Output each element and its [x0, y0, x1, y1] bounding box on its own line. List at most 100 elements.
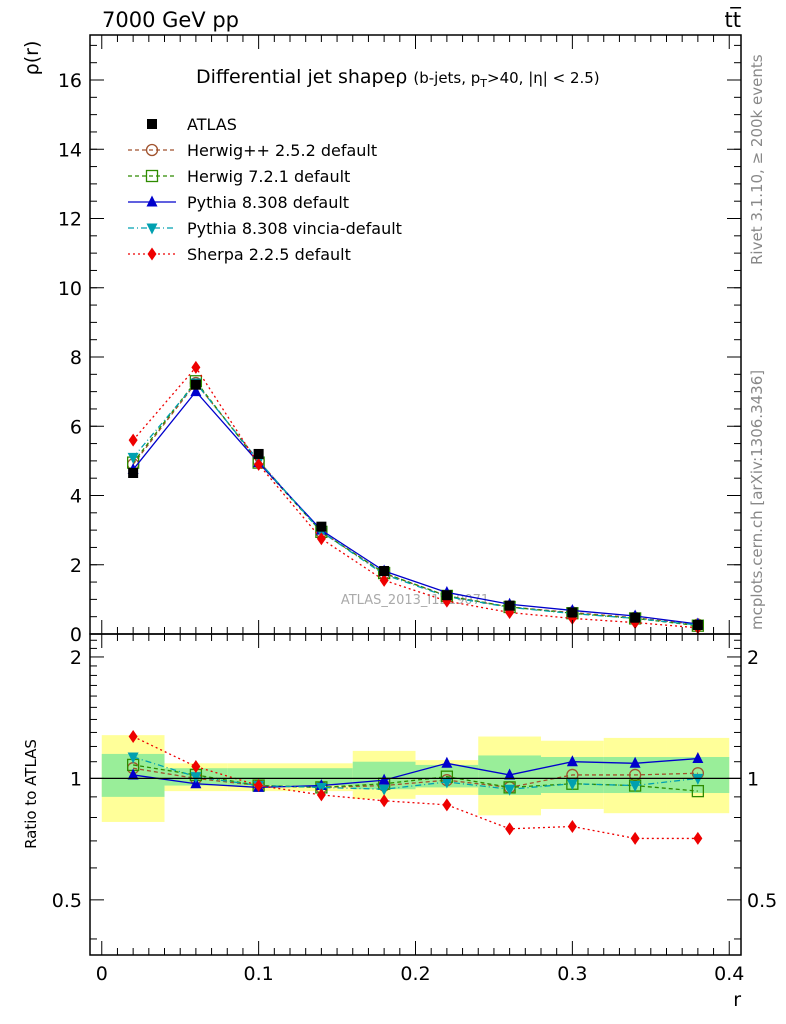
data-point-atlas: [630, 612, 641, 623]
y-tick-label: 8: [70, 347, 82, 369]
series-point-sherpa-2-2-5-default: [379, 573, 389, 587]
ratio-point-pythia-8-308-default: [504, 768, 516, 780]
series-line-herwig-7-2-1-default: [132, 380, 698, 627]
ratio-point-pythia-8-308-vincia-default: [629, 781, 641, 793]
y-tick-label-right: 0.5: [747, 890, 777, 912]
ratio-point-herwig-7-2-1-default: [691, 784, 705, 798]
data-point-atlas: [190, 379, 201, 390]
ratio-line-pythia-8-308-default: [133, 757, 698, 789]
legend: ATLAS Herwig++ 2.5.2 default Herwig 7.2.1 …: [128, 115, 402, 264]
ratio-series-layer: [90, 730, 741, 845]
chart-title-sub: T: [479, 77, 487, 90]
ratio-point-sherpa-2-2-5-default: [191, 760, 201, 774]
series-point-sherpa-2-2-5-default: [254, 457, 264, 471]
main-data-layer: [128, 379, 703, 630]
ratio-line-herwig-2-5-2-default: [133, 767, 698, 789]
ratio-point-sherpa-2-2-5-default: [567, 819, 577, 833]
ratio-point-pythia-8-308-vincia-default: [378, 784, 390, 796]
legend-label: Herwig++ 2.5.2 default: [187, 141, 377, 160]
data-point-atlas: [692, 619, 703, 630]
ratio-point-pythia-8-308-vincia-default: [692, 773, 704, 785]
data-point-atlas: [316, 521, 327, 532]
rivet-label: Rivet 3.1.10, ≥ 200k events: [748, 54, 766, 265]
ratio-point-sherpa-2-2-5-default: [442, 798, 452, 812]
series-line-herwig-2-5-2-default: [132, 381, 698, 626]
ratio-point-pythia-8-308-vincia-default: [127, 752, 139, 764]
legend-marker: [146, 195, 158, 207]
y-tick-label: 16: [58, 70, 82, 92]
ratio-point-pythia-8-308-vincia-default: [190, 772, 202, 784]
data-point-atlas: [253, 448, 264, 459]
ratio-point-pythia-8-308-default: [441, 756, 453, 768]
data-point-atlas: [504, 600, 515, 611]
ratio-panel: 0 0.1 0.2 0.3 0.4 0.5 0.5 1 1 2 2 Ratio to ATLAS: [22, 633, 777, 985]
x-tick-label: 0.1: [244, 963, 274, 985]
ratio-point-pythia-8-308-vincia-default: [315, 782, 327, 794]
data-point-atlas: [441, 590, 452, 601]
ratio-point-sherpa-2-2-5-default: [693, 831, 703, 845]
ratio-point-sherpa-2-2-5-default: [630, 831, 640, 845]
chart-title: Differential jet shapeρ (b-jets, pT>40, |…: [196, 66, 600, 90]
y-tick-label: 2: [70, 555, 82, 577]
series-line-pythia-8-308-vincia-default: [132, 381, 698, 626]
main-y-axis-label: ρ(r): [21, 41, 43, 76]
x-tick-label: 0: [96, 963, 108, 985]
ratio-point-pythia-8-308-default: [692, 752, 704, 764]
green-band-bin: [290, 768, 353, 786]
series-point-sherpa-2-2-5-default: [316, 532, 326, 546]
y-tick-label: 1: [70, 768, 82, 790]
ratio-point-sherpa-2-2-5-default: [128, 730, 138, 744]
header-energy: 7000 GeV pp: [102, 8, 239, 32]
y-tick-label: 4: [70, 486, 82, 508]
y-tick-label: 14: [58, 139, 82, 161]
chart-title-suffix: (b-jets, p: [413, 69, 480, 87]
y-tick-label-right: 2: [747, 647, 759, 669]
legend-label: Herwig 7.2.1 default: [187, 167, 350, 186]
main-axes: 0 2 4 6 8 10 12 14 16: [58, 34, 742, 646]
y-tick-label: 0: [70, 624, 82, 646]
chart-title-tail: >40, |η| < 2.5): [487, 69, 600, 87]
y-tick-label: 0.5: [52, 890, 82, 912]
chart-title-main: Differential jet shapeρ: [196, 66, 407, 88]
ratio-point-pythia-8-308-vincia-default: [566, 779, 578, 791]
main-panel: ATLAS_2013_I1219071 0 2 4 6 8 10 12 14 16 ρ(r): [21, 34, 742, 646]
legend-marker: [145, 169, 159, 183]
ratio-point-sherpa-2-2-5-default: [254, 779, 264, 793]
ratio-point-pythia-8-308-default: [127, 768, 139, 780]
legend-marker: [145, 143, 159, 157]
y-tick-label: 12: [58, 209, 82, 231]
ratio-point-pythia-8-308-default: [378, 773, 390, 785]
x-axis-label: r: [733, 989, 741, 1011]
watermark: ATLAS_2013_I1219071: [341, 593, 489, 608]
data-point-atlas: [567, 607, 578, 618]
ratio-line-sherpa-2-2-5-default: [132, 735, 698, 840]
legend-marker: [146, 223, 158, 235]
y-tick-label: 2: [70, 647, 82, 669]
legend-label: Sherpa 2.2.5 default: [187, 245, 351, 264]
y-tick-label: 6: [70, 416, 82, 438]
y-tick-label-right: 1: [747, 768, 759, 790]
x-tick-label: 0.2: [400, 963, 430, 985]
ratio-point-pythia-8-308-default: [566, 755, 578, 767]
ratio-point-sherpa-2-2-5-default: [379, 794, 389, 808]
data-point-atlas: [379, 565, 390, 576]
x-tick-label: 0.3: [557, 963, 587, 985]
mcplots-label: mcplots.cern.ch [arXiv:1306.3436]: [748, 370, 766, 630]
ratio-point-pythia-8-308-vincia-default: [441, 777, 453, 789]
legend-label: Pythia 8.308 vincia-default: [187, 219, 402, 238]
series-point-sherpa-2-2-5-default: [128, 433, 138, 447]
x-tick-label: 0.4: [714, 963, 744, 985]
series-point-sherpa-2-2-5-default: [191, 360, 201, 374]
legend-label: ATLAS: [187, 115, 237, 134]
series-line-pythia-8-308-default: [132, 390, 698, 625]
header-process: tt̅: [725, 6, 742, 32]
legend-marker: [147, 119, 157, 129]
data-point-atlas: [128, 467, 139, 478]
ratio-point-sherpa-2-2-5-default: [505, 822, 515, 836]
ratio-point-pythia-8-308-default: [629, 756, 641, 768]
green-band-bin: [227, 768, 291, 786]
ratio-line-pythia-8-308-vincia-default: [132, 756, 698, 790]
ratio-y-axis-label: Ratio to ATLAS: [22, 739, 40, 849]
legend-label: Pythia 8.308 default: [187, 193, 349, 212]
